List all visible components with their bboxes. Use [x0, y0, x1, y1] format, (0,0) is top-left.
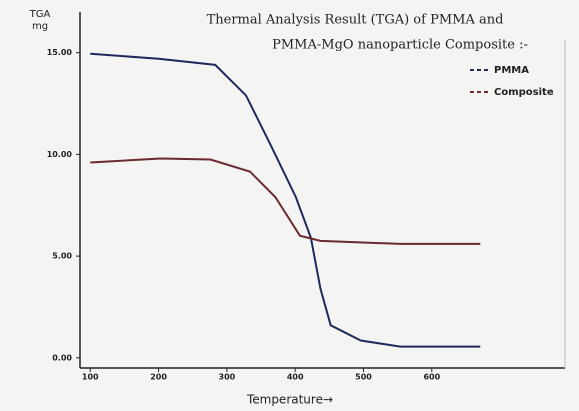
legend-label: Composite: [494, 87, 554, 98]
series-line: [90, 157, 481, 245]
y-tick-label: 15.00: [47, 48, 73, 57]
y-tick-label: 5.00: [52, 252, 72, 261]
x-axis-label: Temperature→: [246, 393, 333, 407]
x-tick-label: 600: [423, 373, 440, 382]
x-tick-label: 400: [287, 373, 304, 382]
chart-title: Thermal Analysis Result (TGA) of PMMA an…: [207, 13, 504, 28]
y-axis-label: mg: [32, 21, 48, 32]
x-tick-label: 500: [355, 373, 372, 382]
y-axis-label: TGA: [29, 9, 51, 20]
chart-title: PMMA-MgO nanoparticle Composite :-: [272, 38, 528, 53]
x-tick-label: 200: [150, 373, 167, 382]
x-tick-label: 100: [82, 373, 99, 382]
legend-label: PMMA: [494, 65, 529, 76]
y-tick-label: 10.00: [47, 150, 73, 159]
x-tick-label: 300: [219, 373, 236, 382]
series-line: [90, 52, 481, 348]
y-tick-label: 0.00: [52, 353, 72, 362]
